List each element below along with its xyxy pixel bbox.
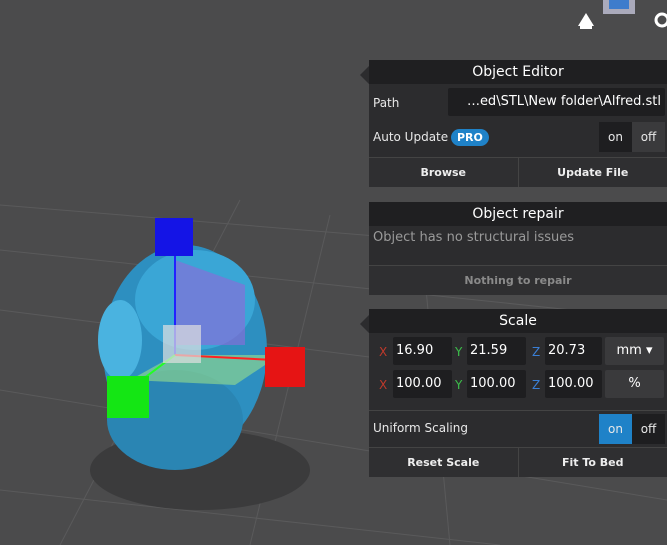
button-row: Browse Update File — [369, 157, 667, 187]
grid-line — [0, 489, 501, 545]
nose — [98, 300, 142, 380]
path-row: Path …ed\STL\New folder\Alfred.stl — [369, 88, 667, 118]
update-file-button[interactable]: Update File — [517, 158, 667, 187]
percent-z-field[interactable]: 100.00 — [545, 370, 602, 398]
panel-notch — [360, 66, 369, 84]
percent-x-field[interactable]: 100.00 — [393, 370, 452, 398]
grid-line — [0, 249, 667, 321]
repair-status: Object has no structural issues — [373, 230, 575, 245]
scale-panel: Scale X 16.90 Y 21.59 Z 20.73 mm ▾ X 100… — [360, 309, 667, 477]
object-editor-panel: Object Editor Path …ed\STL\New folder\Al… — [360, 60, 667, 187]
toggle: on off — [599, 414, 665, 444]
toggle-on[interactable]: on — [599, 414, 632, 444]
toggle-on[interactable]: on — [599, 122, 632, 152]
panel-title: Object repair — [369, 202, 667, 226]
browse-button[interactable]: Browse — [369, 158, 518, 187]
toolbar — [578, 0, 667, 29]
axis-label: Z — [532, 378, 541, 392]
view-cube-face — [609, 0, 629, 9]
size-row: X 16.90 Y 21.59 Z 20.73 mm ▾ — [369, 337, 667, 367]
unit: mm — [616, 343, 642, 358]
axis-label: X — [379, 378, 388, 392]
handle-z[interactable] — [155, 218, 193, 256]
label: Auto Update — [373, 130, 449, 144]
percent-unit: % — [605, 370, 664, 398]
handle-x[interactable] — [265, 347, 305, 387]
handle-center[interactable] — [163, 325, 201, 363]
uniform-row: Uniform Scaling on off — [369, 410, 667, 446]
axis-label: Y — [455, 378, 463, 392]
button-row: Nothing to repair — [369, 265, 667, 295]
axis-label: X — [379, 345, 388, 359]
percent-row: X 100.00 Y 100.00 Z 100.00 % — [369, 370, 667, 400]
button-row: Reset Scale Fit To Bed — [369, 447, 667, 477]
auto-update-row: Auto Update PRO on off — [369, 122, 667, 152]
size-y-field[interactable]: 21.59 — [467, 337, 526, 365]
handle-y[interactable] — [107, 376, 149, 418]
toggle-off[interactable]: off — [632, 414, 665, 444]
size-z-field[interactable]: 20.73 — [545, 337, 602, 365]
label: Uniform Scaling — [373, 421, 468, 435]
size-x-field[interactable]: 16.90 — [393, 337, 452, 365]
home-icon[interactable] — [578, 13, 594, 29]
label: Path — [373, 96, 400, 110]
unit-dropdown[interactable]: mm ▾ — [605, 337, 664, 365]
object-repair-panel: Object repair Object has no structural i… — [369, 202, 667, 295]
panel-title: Scale — [369, 309, 667, 333]
axis-label: Y — [455, 345, 463, 359]
path-field[interactable]: …ed\STL\New folder\Alfred.stl — [448, 88, 665, 116]
toggle: on off — [599, 122, 665, 152]
plane-yz — [175, 260, 245, 345]
pro-badge: PRO — [451, 129, 489, 146]
reset-scale-button[interactable]: Reset Scale — [369, 448, 518, 477]
percent-y-field[interactable]: 100.00 — [467, 370, 526, 398]
settings-icon[interactable] — [654, 12, 667, 28]
fit-to-bed-button[interactable]: Fit To Bed — [517, 448, 667, 477]
gizmo — [107, 218, 305, 418]
panel-notch — [360, 315, 369, 333]
toggle-off[interactable]: off — [632, 122, 665, 152]
axis-label: Z — [532, 345, 541, 359]
panel-title: Object Editor — [369, 60, 667, 84]
repair-button: Nothing to repair — [369, 266, 667, 295]
